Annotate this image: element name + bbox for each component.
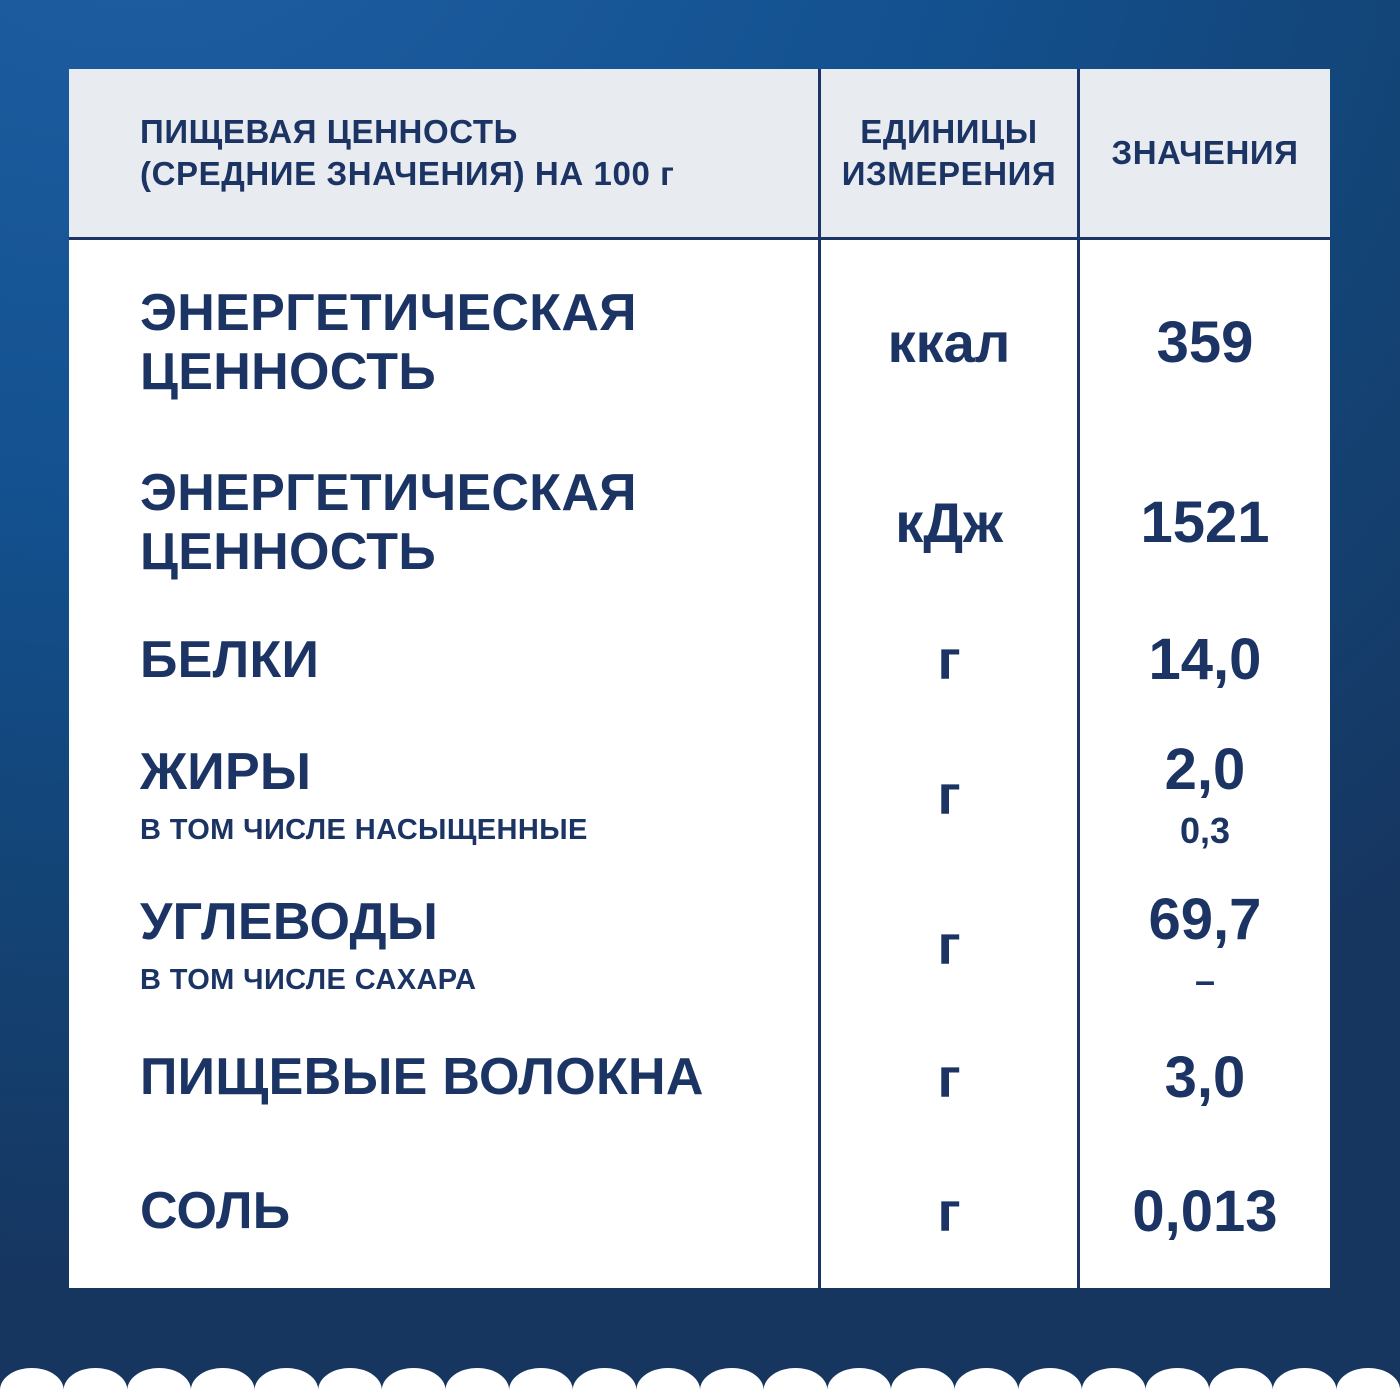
table-row-proteins-label-cell: БЕЛКИ xyxy=(69,600,818,720)
header-nutrition-label: ПИЩЕВАЯ ЦЕННОСТЬ (СРЕДНИЕ ЗНАЧЕНИЯ) НА 1… xyxy=(140,112,675,192)
header-values-label: ЗНАЧЕНИЯ xyxy=(1111,133,1299,171)
row-label: БЕЛКИ xyxy=(140,630,320,689)
table-row-carbs-unit-cell: г xyxy=(818,870,1077,1020)
row-sublabel: В ТОМ ЧИСЛЕ САХАРА xyxy=(140,964,477,997)
row-unit: г xyxy=(937,1045,961,1109)
row-sublabel: В ТОМ ЧИСЛЕ НАСЫЩЕННЫЕ xyxy=(140,814,588,847)
row-value: 3,0 xyxy=(1164,1044,1246,1110)
table-row-fats-label-cell: ЖИРЫ В ТОМ ЧИСЛЕ НАСЫЩЕННЫЕ xyxy=(69,720,818,870)
table-row-carbs-value-cell: 69,7 – xyxy=(1077,870,1330,1020)
table-row-fats-unit-cell: г xyxy=(818,720,1077,870)
row-label: ЭНЕРГЕТИЧЕСКАЯ ЦЕННОСТЬ xyxy=(140,284,637,401)
row-value: 359 xyxy=(1156,309,1254,375)
row-subvalue: 0,3 xyxy=(1179,810,1231,851)
table-row-proteins-unit-cell: г xyxy=(818,600,1077,720)
row-label: СОЛЬ xyxy=(140,1182,291,1241)
header-units-label: ЕДИНИЦЫ ИЗМЕРЕНИЯ xyxy=(841,112,1057,192)
row-unit: г xyxy=(937,913,961,976)
header-cell-units: ЕДИНИЦЫ ИЗМЕРЕНИЯ xyxy=(818,69,1077,240)
table-row-energy-kcal-unit-cell: ккал xyxy=(818,240,1077,445)
table-row-fiber-unit-cell: г xyxy=(818,1020,1077,1135)
table-row-energy-kcal-label-cell: ЭНЕРГЕТИЧЕСКАЯ ЦЕННОСТЬ xyxy=(69,240,818,445)
row-value: 69,7 xyxy=(1148,887,1262,952)
row-label: ЭНЕРГЕТИЧЕСКАЯ ЦЕННОСТЬ xyxy=(140,464,637,581)
row-subvalue: – xyxy=(1194,960,1216,1001)
table-row-fats-value-cell: 2,0 0,3 xyxy=(1077,720,1330,870)
table-row-energy-kj-label-cell: ЭНЕРГЕТИЧЕСКАЯ ЦЕННОСТЬ xyxy=(69,445,818,600)
scalloped-receipt-edge xyxy=(0,1368,1400,1390)
table-row-energy-kcal-value-cell: 359 xyxy=(1077,240,1330,445)
table-row-fiber-value-cell: 3,0 xyxy=(1077,1020,1330,1135)
row-value: 0,013 xyxy=(1132,1178,1278,1244)
row-unit: ккал xyxy=(887,310,1011,374)
table-row-proteins-value-cell: 14,0 xyxy=(1077,600,1330,720)
table-row-salt-value-cell: 0,013 xyxy=(1077,1135,1330,1288)
row-unit: г xyxy=(937,1179,961,1243)
table-row-energy-kj-value-cell: 1521 xyxy=(1077,445,1330,600)
row-value: 1521 xyxy=(1140,489,1270,555)
row-unit: г xyxy=(937,763,961,826)
table-row-fiber-label-cell: ПИЩЕВЫЕ ВОЛОКНА xyxy=(69,1020,818,1135)
row-value: 14,0 xyxy=(1148,627,1262,692)
table-row-salt-label-cell: СОЛЬ xyxy=(69,1135,818,1288)
row-unit: кДж xyxy=(895,490,1003,554)
table-row-salt-unit-cell: г xyxy=(818,1135,1077,1288)
row-unit: г xyxy=(937,628,961,691)
row-label: ЖИРЫ xyxy=(140,742,312,801)
nutrition-table: ПИЩЕВАЯ ЦЕННОСТЬ (СРЕДНИЕ ЗНАЧЕНИЯ) НА 1… xyxy=(69,69,1330,1288)
header-cell-values: ЗНАЧЕНИЯ xyxy=(1077,69,1330,240)
table-row-energy-kj-unit-cell: кДж xyxy=(818,445,1077,600)
row-label: УГЛЕВОДЫ xyxy=(140,892,439,951)
row-value: 2,0 xyxy=(1164,737,1246,802)
header-cell-nutrition: ПИЩЕВАЯ ЦЕННОСТЬ (СРЕДНИЕ ЗНАЧЕНИЯ) НА 1… xyxy=(69,69,818,240)
table-row-carbs-label-cell: УГЛЕВОДЫ В ТОМ ЧИСЛЕ САХАРА xyxy=(69,870,818,1020)
row-label: ПИЩЕВЫЕ ВОЛОКНА xyxy=(140,1048,704,1107)
